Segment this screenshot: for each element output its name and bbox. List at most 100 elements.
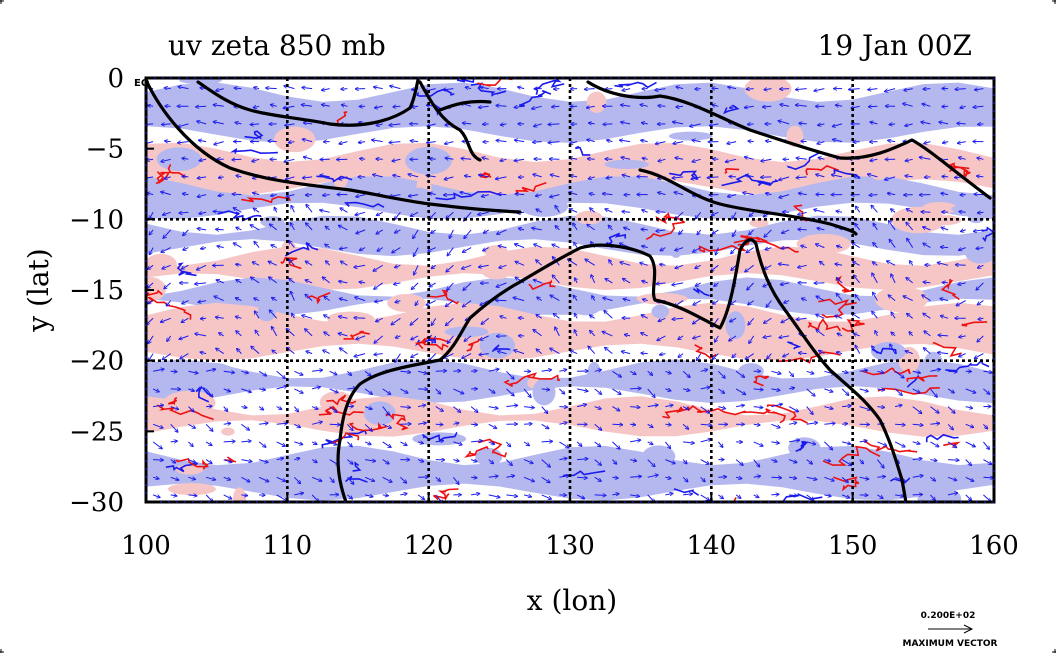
wind-vector [718,388,724,393]
wind-vector [195,334,207,337]
wind-vector [620,262,631,266]
wind-vector [392,159,401,161]
wind-vector [268,141,277,142]
wind-vector [216,317,224,318]
wind-vector [771,460,776,462]
wind-vector [642,210,648,212]
wind-vector [782,229,790,233]
wind-vector [471,441,482,442]
wind-vector [779,194,790,198]
wind-vector [891,209,896,213]
equator-label: EQ [134,78,149,89]
wind-vector [306,223,313,231]
wind-vector [523,459,533,464]
wind-vector [259,389,265,390]
wind-vector [873,243,878,248]
wind-vector [956,265,966,266]
wind-vector [715,335,719,342]
wind-vector [446,158,454,159]
wind-vector [161,247,171,253]
wind-vector [910,261,913,266]
y-tick-label: −10 [69,205,124,235]
wind-vector [642,315,648,319]
wind-vector [499,264,507,268]
wind-vector [182,317,189,322]
wind-vector [307,351,313,353]
wind-vector [959,247,966,251]
wind-vector [799,123,807,124]
positive-contour [477,78,513,87]
wind-vector [575,278,577,284]
wind-vector [784,301,790,303]
wind-vector [799,353,807,354]
wind-vector [695,264,701,268]
wind-vector [591,275,596,284]
wind-vector [622,352,631,354]
wind-vector [594,423,602,430]
wind-vector [179,212,189,213]
wind-vector [199,140,207,141]
wind-vector [764,317,772,323]
wind-vector [382,495,388,496]
wind-vector [965,494,972,500]
vector-key-arrowhead [963,624,974,634]
wind-vector [873,262,878,266]
wind-vector [205,459,212,464]
wind-vector [311,494,318,501]
wind-vector [411,141,419,142]
wind-vector [942,228,949,230]
wind-vector [537,297,542,302]
wind-vector [324,315,330,319]
wind-vector [854,334,860,336]
wind-vector [323,350,330,355]
wind-vector [643,299,648,300]
wind-vector [276,441,285,446]
wind-vector [241,476,249,481]
wind-vector [236,123,242,124]
wind-vector [205,441,211,445]
wind-vector [339,176,348,180]
positive-contour [906,375,938,382]
wind-vector [957,123,966,124]
wind-vector [629,460,636,461]
wind-vector [924,331,931,337]
coastline-new-guinea [586,80,992,200]
wind-vector [152,388,159,392]
wind-vector [553,275,560,284]
positive-contour [687,404,746,416]
wind-vector [924,282,931,283]
wind-vector [766,141,772,142]
wind-vector [392,317,401,324]
wind-vector [733,229,737,236]
wind-vector [700,387,710,389]
wind-vector [395,229,401,233]
wind-vector [630,388,640,389]
wind-vector [549,142,560,143]
wind-vector [729,335,737,341]
wind-vector [836,105,843,106]
wind-vector [978,124,984,125]
wind-vector [523,441,529,446]
positive-contour [168,397,178,406]
wind-vector [612,459,616,464]
wind-vector [411,335,419,340]
wind-vector [453,388,463,394]
wind-vector [223,441,235,442]
wind-vector [923,104,931,107]
positive-contour [945,162,971,177]
wind-vector [841,459,851,466]
wind-vector [302,105,313,107]
wind-vector [374,282,383,289]
wind-vector [198,177,207,178]
wind-vector [236,317,242,319]
wind-vector [930,476,935,480]
positive-contour [343,330,370,340]
negative-contour [925,433,959,443]
wind-vector [214,122,224,125]
wind-vector [912,406,922,414]
wind-vector [355,297,366,302]
wind-vector [978,212,984,213]
wind-vector [869,106,878,107]
wind-vector-layer [146,86,993,502]
wind-vector [559,476,569,478]
